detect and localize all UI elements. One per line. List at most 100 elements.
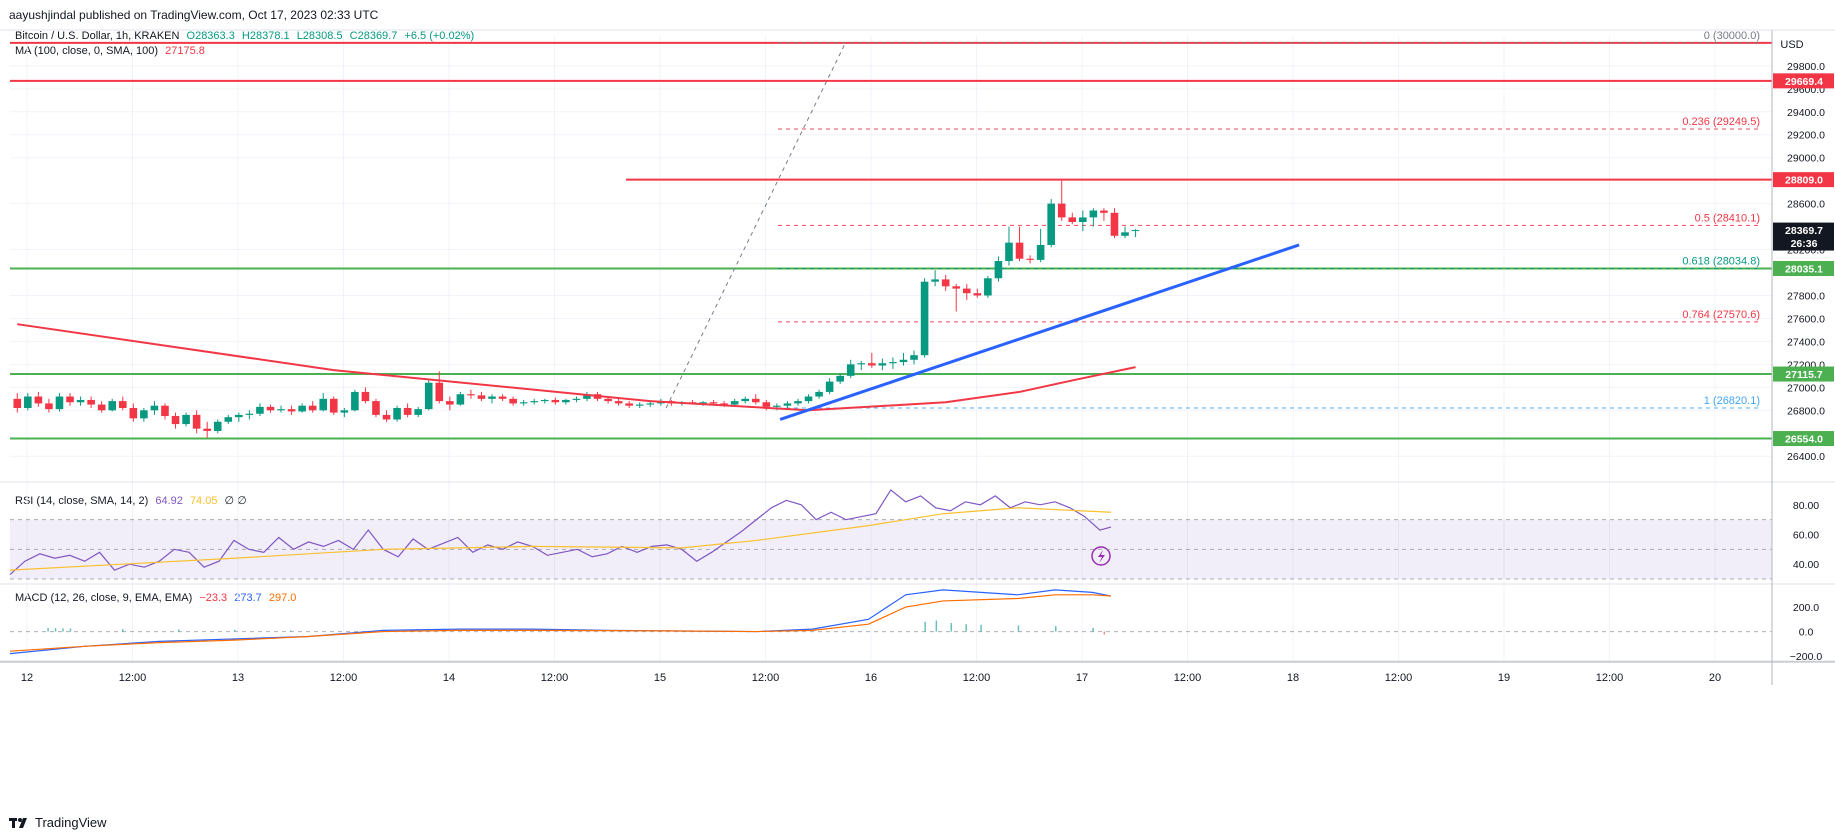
x-tick: 13 [232,672,244,684]
tradingview-logo[interactable]: TradingView [9,815,107,830]
y-tick: 27000.0 [1787,382,1825,394]
ma-line [17,323,1136,412]
candle-body [920,281,929,356]
candle-body [340,410,349,413]
candle-body [329,398,338,413]
x-tick: 18 [1287,672,1299,684]
candle-body [108,401,117,411]
macd-hist-bar [69,628,72,632]
y-tick: 29200.0 [1787,130,1825,142]
candle-body [625,403,633,406]
candle-body [1110,212,1119,236]
candle-body [741,398,750,402]
macd-tick: 0.0 [1799,627,1814,639]
candle-body [456,394,465,405]
candle-body [857,363,866,365]
price-badge [1773,260,1834,276]
price-badge [1773,172,1834,188]
y-tick: 29800.0 [1787,61,1825,73]
rsi-label: RSI (14, close, SMA, 14, 2) [15,495,149,507]
macd-label: MACD (12, 26, close, 9, EMA, EMA) [15,592,193,604]
candle-body [161,405,169,417]
candle-body [393,408,401,420]
rsi-pane: 80.00 60.00 40.00 [9,489,1819,580]
candle-body [730,401,739,405]
macd-line [9,589,1112,655]
candle-body [424,382,433,410]
macd-hist-bar [980,624,982,632]
x-tick: 12:00 [119,672,147,684]
candle-body [298,405,306,412]
candle-body [604,398,612,402]
candle-body [646,403,655,405]
candle-body [1026,258,1034,260]
main-legend: Bitcoin / U.S. Dollar, 1h, KRAKEN O28363… [15,30,478,42]
macd-hist-bar [289,630,292,632]
macd-hist-bar [177,629,180,632]
candle-body [562,399,570,403]
x-tick: 12:00 [752,672,780,684]
grid [0,36,1835,662]
price-badges: 29669.4 28809.0 28369.726:36 28035.1 27115.7… [1773,73,1834,447]
rsi-line [9,489,1112,576]
candle-body [614,401,623,404]
axes: 29800.029600.029400.029200.029000.028600… [0,29,1835,685]
candle-body [635,404,644,406]
candle-body [878,363,887,366]
rsi-tick: 40.00 [1793,559,1819,571]
x-tick: 20 [1709,672,1721,684]
candle-body [287,409,296,412]
x-tick: 15 [654,672,666,684]
candle-body [171,416,180,425]
macd-pane: 200.0 0.0 −200.0 [9,589,1822,663]
candle-body [751,398,760,403]
candle-body [952,286,961,289]
candle-body [66,396,74,403]
candle-body [414,409,422,415]
overlays [17,243,1300,566]
macd-hist-bar [1017,625,1020,632]
candle-body [910,355,918,360]
tradingview-icon [9,817,27,828]
macd-hist-value: −23.3 [199,592,228,604]
currency-label[interactable]: USD [1780,39,1803,51]
candle-body [235,414,243,418]
fib-trend-line [665,42,846,409]
macd-hist-bar [1055,626,1057,632]
candle-body [1005,242,1013,262]
candle-body [1036,244,1045,260]
candle-body [76,399,85,403]
price-badge [1773,222,1834,251]
candle-body [815,391,823,397]
x-tick: 19 [1498,672,1510,684]
candle-body [709,402,718,404]
macd-hist-bar [1092,627,1094,632]
price-badge-text: 27115.7 [1785,369,1823,381]
macd-tick: 200.0 [1793,602,1819,614]
price-badge [1773,431,1834,447]
candle-body [361,391,370,402]
y-tick: 26400.0 [1787,451,1825,463]
candle-body [551,399,560,403]
candle-body [1057,203,1066,218]
x-tick: 12 [21,672,33,684]
fib-label: 0.236 (29249.5) [1682,116,1760,128]
macd-hist-bar [47,627,49,632]
brand-label: TradingView [35,815,107,830]
candle-body [1015,242,1024,259]
rsi-value: 64.92 [155,495,183,507]
candle-body [868,363,876,366]
candle-body [277,409,285,411]
fibonacci-retracement: 0 (30000.0) 0.236 (29249.5) 0.5 (28410.1) 0… [665,30,1762,409]
rsi-ma-line [9,507,1112,571]
open-value: O28363.3 [186,30,235,42]
candle-body [87,399,95,405]
rsi-extra: ∅ ∅ [224,495,247,507]
ma-label: MA (100, close, 0, SMA, 100) [15,45,159,57]
candle-body [488,396,496,399]
candle-body [140,410,148,419]
macd-legend: MACD (12, 26, close, 9, EMA, EMA) −23.3 … [15,592,300,604]
candle-body [973,293,982,296]
macd-hist-bar [233,629,236,632]
